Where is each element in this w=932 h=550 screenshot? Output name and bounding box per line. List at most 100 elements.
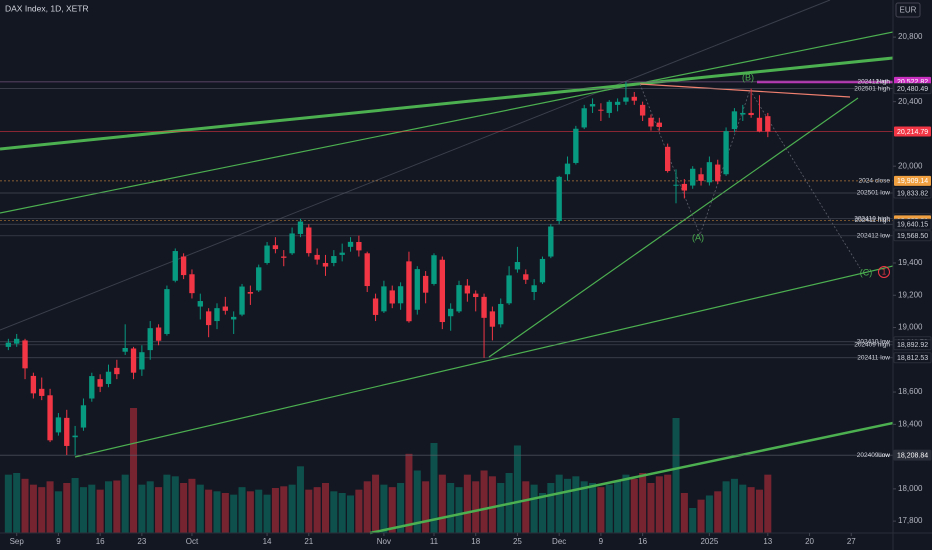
level-name: 202501 low — [857, 190, 891, 197]
candle-body — [39, 388, 45, 396]
annotation: (B) — [742, 72, 754, 82]
price-label: 19,640.15 — [897, 222, 928, 229]
candles — [5, 81, 771, 456]
volume-bar — [230, 494, 238, 533]
candle-body — [47, 395, 53, 441]
volume-bar — [146, 481, 154, 533]
candle-body — [189, 274, 195, 294]
volume-bar — [313, 487, 321, 533]
volume-bar — [21, 478, 29, 533]
candle-body — [139, 352, 145, 370]
volume-bar — [605, 484, 613, 533]
candle-body — [656, 122, 662, 127]
candle-body — [715, 164, 721, 182]
level-name: 202412 ath — [857, 79, 890, 86]
candle-body — [5, 342, 12, 347]
candle-body — [531, 285, 537, 293]
volume-bar — [397, 483, 405, 533]
candle-body — [464, 285, 471, 294]
volume-bar — [438, 474, 446, 533]
volume-bar — [155, 487, 163, 533]
level-name: High — [877, 79, 891, 86]
trendline — [74, 265, 894, 458]
volume-bar — [13, 473, 21, 533]
volume-bar — [547, 483, 555, 533]
volume-bar — [647, 483, 655, 533]
candle-body — [623, 97, 629, 102]
volume-bar — [555, 474, 563, 533]
candle-body — [381, 286, 387, 312]
volume-bar — [497, 483, 505, 533]
volume-layer — [4, 408, 772, 533]
candle-body — [214, 308, 220, 322]
candle-body — [414, 269, 420, 310]
volume-bar — [79, 487, 87, 533]
x-tick-label: Nov — [377, 537, 391, 546]
candle-body — [506, 275, 512, 304]
x-tick-label: 2025 — [700, 537, 718, 546]
candle-body — [297, 221, 304, 234]
price-box — [893, 187, 932, 199]
candle-body — [364, 253, 370, 287]
volume-bar — [405, 453, 413, 533]
volume-bar — [630, 478, 638, 533]
volume-bar — [697, 499, 705, 533]
candle-body — [322, 262, 329, 267]
volume-bar — [388, 487, 396, 533]
volume-bar — [730, 478, 738, 533]
y-tick-label: 19,000 — [898, 323, 923, 332]
volume-bar — [705, 495, 713, 533]
volume-bar — [664, 474, 672, 533]
volume-bar — [455, 487, 463, 533]
candle-body — [147, 328, 153, 351]
price-label: 18,812.53 — [897, 355, 928, 362]
candle-body — [581, 108, 587, 128]
volume-bar — [422, 481, 430, 533]
price-box — [894, 175, 931, 186]
candle-body — [306, 227, 312, 254]
candle-body — [723, 131, 729, 175]
volume-bar — [280, 486, 288, 533]
level-name: 202411 low — [857, 354, 890, 361]
volume-bar — [271, 488, 279, 533]
candle-body — [756, 117, 763, 132]
volume-bar — [238, 487, 246, 533]
volume-bar — [338, 493, 346, 533]
candle-body — [22, 340, 28, 369]
candle-body — [130, 348, 137, 373]
x-tick-label: 16 — [638, 537, 647, 546]
level-name: 202410 high — [854, 215, 890, 222]
volume-bar — [639, 473, 647, 533]
trendline — [488, 97, 859, 358]
volume-bar — [171, 476, 179, 533]
volume-bar — [513, 445, 521, 533]
x-tick-label: 18 — [471, 537, 480, 546]
volume-bar — [488, 476, 496, 533]
volume-bar — [4, 474, 12, 533]
candle-body — [205, 311, 212, 326]
candle-body — [664, 146, 671, 172]
price-label: 18,208.84 — [897, 453, 928, 460]
currency-box[interactable] — [895, 2, 921, 18]
price-box — [894, 126, 931, 137]
candle-body — [89, 376, 95, 399]
candle-body — [105, 371, 112, 384]
volume-bar — [597, 487, 605, 533]
currency[interactable]: EUR — [900, 6, 917, 15]
candle-body — [639, 104, 646, 116]
volume-bar — [413, 470, 421, 533]
annotation: (C) — [860, 267, 873, 277]
x-tick-label: 27 — [847, 537, 856, 546]
volume-bar — [71, 478, 79, 533]
annotation-circle — [878, 266, 890, 278]
x-tick-label: 16 — [96, 537, 105, 546]
candle-body — [514, 262, 521, 270]
x-tick-label: 9 — [56, 537, 61, 546]
candle-body — [539, 258, 546, 283]
candle-body — [698, 174, 704, 181]
volume-bar — [46, 481, 54, 533]
candle-body — [281, 256, 287, 258]
volume-bar — [330, 491, 338, 533]
x-tick-label: 25 — [513, 537, 522, 546]
volume-bar — [347, 495, 355, 533]
